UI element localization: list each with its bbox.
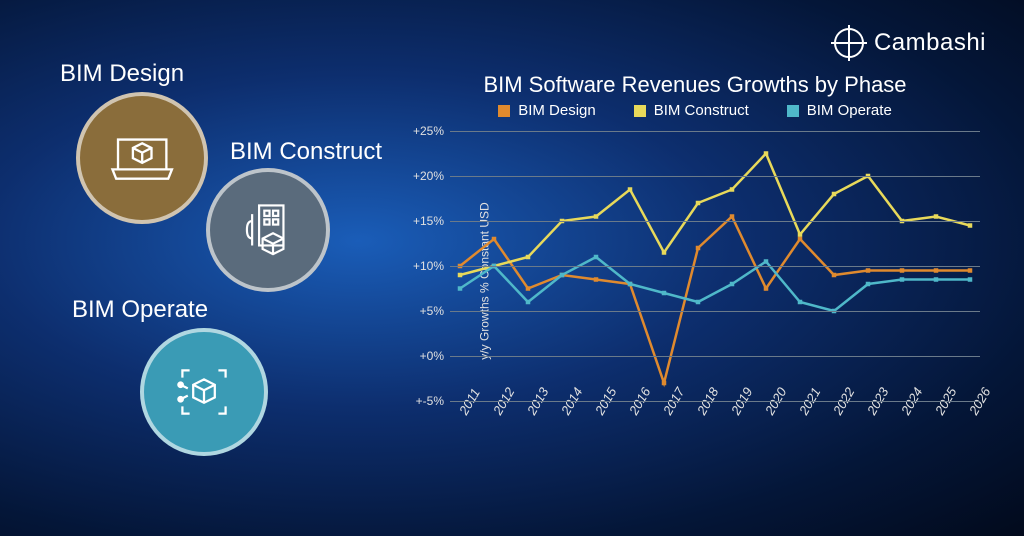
series-marker-operate (968, 277, 973, 282)
phase-icon-design (76, 92, 208, 224)
series-marker-design (730, 214, 735, 219)
series-marker-design (526, 286, 531, 291)
gridline (450, 176, 980, 177)
chart-title: BIM Software Revenues Growths by Phase (400, 72, 990, 98)
series-marker-design (696, 246, 701, 251)
legend-item-design: BIM Design (498, 102, 596, 119)
series-marker-operate (662, 291, 667, 296)
series-line-construct (460, 154, 970, 276)
series-marker-construct (798, 232, 803, 237)
series-marker-operate (594, 255, 599, 260)
series-marker-operate (764, 259, 769, 264)
series-marker-operate (628, 282, 633, 287)
chart-legend: BIM Design BIM Construct BIM Operate (400, 102, 990, 119)
series-marker-design (934, 268, 939, 273)
series-marker-operate (526, 300, 531, 305)
gridline (450, 266, 980, 267)
building-cube-icon (233, 195, 303, 265)
gridline (450, 311, 980, 312)
phase-label-design: BIM Design (60, 60, 184, 88)
y-tick: +15% (404, 214, 444, 228)
phase-label-operate: BIM Operate (72, 296, 208, 324)
compass-icon (834, 28, 864, 58)
y-tick: +25% (404, 124, 444, 138)
series-marker-construct (968, 223, 973, 228)
phase-icon-operate (140, 328, 268, 456)
series-marker-construct (764, 151, 769, 156)
series-line-design (460, 217, 970, 384)
series-marker-design (832, 273, 837, 278)
series-marker-design (492, 237, 497, 242)
plot-area: 2011201220132014201520162017201820192020… (450, 131, 980, 401)
y-tick: +20% (404, 169, 444, 183)
series-marker-construct (594, 214, 599, 219)
brand-logo: Cambashi (834, 28, 986, 58)
legend-label: BIM Operate (807, 102, 892, 119)
y-tick: +5% (404, 304, 444, 318)
legend-item-operate: BIM Operate (787, 102, 892, 119)
legend-swatch (498, 105, 510, 117)
series-marker-construct (458, 273, 463, 278)
legend-item-construct: BIM Construct (634, 102, 749, 119)
series-marker-construct (662, 250, 667, 255)
series-marker-operate (934, 277, 939, 282)
series-marker-design (866, 268, 871, 273)
series-marker-operate (458, 286, 463, 291)
x-axis-ticks: 2011201220132014201520162017201820192020… (450, 403, 980, 433)
gridline (450, 131, 980, 132)
chart: BIM Software Revenues Growths by Phase B… (400, 72, 990, 492)
series-marker-construct (696, 201, 701, 206)
series-marker-construct (526, 255, 531, 260)
legend-label: BIM Design (518, 102, 596, 119)
legend-swatch (787, 105, 799, 117)
gridline (450, 221, 980, 222)
series-marker-operate (696, 300, 701, 305)
series-marker-design (798, 237, 803, 242)
y-tick: +0% (404, 349, 444, 363)
focus-cube-icon (168, 356, 240, 428)
series-marker-construct (730, 187, 735, 192)
phase-label-construct: BIM Construct (230, 138, 382, 166)
gridline (450, 401, 980, 402)
brand-name: Cambashi (874, 29, 986, 57)
series-marker-design (968, 268, 973, 273)
legend-swatch (634, 105, 646, 117)
series-marker-design (900, 268, 905, 273)
y-tick: +-5% (404, 394, 444, 408)
laptop-cube-icon (105, 121, 179, 195)
y-tick: +10% (404, 259, 444, 273)
series-marker-design (594, 277, 599, 282)
series-marker-construct (832, 192, 837, 197)
phase-icon-construct (206, 168, 330, 292)
legend-label: BIM Construct (654, 102, 749, 119)
series-marker-operate (866, 282, 871, 287)
series-marker-operate (798, 300, 803, 305)
gridline (450, 356, 980, 357)
series-marker-design (662, 381, 667, 386)
series-marker-construct (628, 187, 633, 192)
series-marker-operate (560, 273, 565, 278)
series-marker-operate (730, 282, 735, 287)
series-marker-operate (900, 277, 905, 282)
series-marker-design (764, 286, 769, 291)
series-marker-construct (934, 214, 939, 219)
